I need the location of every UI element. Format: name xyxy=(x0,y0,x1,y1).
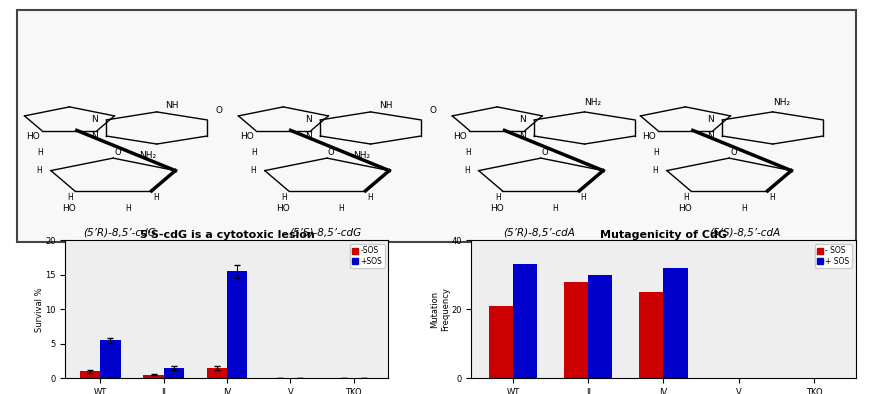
Legend: - SOS, + SOS: - SOS, + SOS xyxy=(815,244,852,268)
Text: H: H xyxy=(67,193,73,202)
Text: HO: HO xyxy=(491,204,504,213)
Bar xyxy=(588,275,612,378)
Title: Mutagenicity of CdG: Mutagenicity of CdG xyxy=(600,230,727,240)
Bar xyxy=(80,371,100,378)
Bar xyxy=(143,375,163,378)
Legend: -SOS, +SOS: -SOS, +SOS xyxy=(350,244,385,268)
Text: NH₂: NH₂ xyxy=(773,98,790,107)
Text: HO: HO xyxy=(26,132,39,141)
Text: O: O xyxy=(730,148,737,157)
Text: H: H xyxy=(153,193,159,202)
Text: NH₂: NH₂ xyxy=(585,98,601,107)
Text: H: H xyxy=(251,148,258,156)
Text: H: H xyxy=(251,166,256,175)
Text: N: N xyxy=(707,132,714,141)
Text: NH: NH xyxy=(379,100,393,110)
Text: H: H xyxy=(581,193,587,202)
Text: O: O xyxy=(328,148,334,157)
Bar xyxy=(100,340,120,378)
Text: H: H xyxy=(281,193,287,202)
Text: HO: HO xyxy=(454,132,467,141)
Text: HO: HO xyxy=(63,204,76,213)
Bar xyxy=(163,368,184,378)
Text: NH₂: NH₂ xyxy=(354,151,371,160)
Bar xyxy=(639,292,663,378)
Text: H: H xyxy=(37,166,42,175)
Text: H: H xyxy=(741,204,746,213)
Y-axis label: Survival %: Survival % xyxy=(35,287,44,332)
Text: O: O xyxy=(114,148,120,157)
Text: HO: HO xyxy=(277,204,290,213)
Text: N: N xyxy=(305,115,312,125)
Text: O: O xyxy=(216,106,223,115)
Text: H: H xyxy=(465,148,471,156)
Bar xyxy=(564,282,588,378)
Text: H: H xyxy=(339,204,345,213)
Text: H: H xyxy=(684,193,689,202)
Text: N: N xyxy=(91,132,98,141)
Text: H: H xyxy=(38,148,44,156)
Text: NH: NH xyxy=(165,100,179,110)
Text: N: N xyxy=(707,115,714,125)
Text: HO: HO xyxy=(642,132,656,141)
Text: (5’S)-8,5’-cdA: (5’S)-8,5’-cdA xyxy=(709,227,780,237)
Text: H: H xyxy=(769,193,774,202)
Text: N: N xyxy=(91,115,98,125)
Bar xyxy=(663,268,688,378)
Text: H: H xyxy=(654,148,659,156)
Text: (5’R)-8,5’-cdA: (5’R)-8,5’-cdA xyxy=(503,227,575,237)
Text: O: O xyxy=(430,106,436,115)
Text: H: H xyxy=(495,193,501,202)
Bar xyxy=(489,306,512,378)
Bar xyxy=(227,271,247,378)
Text: H: H xyxy=(652,166,658,175)
Text: (5’R)-8,5’-cdG: (5’R)-8,5’-cdG xyxy=(84,227,156,237)
Text: H: H xyxy=(464,166,470,175)
Y-axis label: Mutation
Frequency: Mutation Frequency xyxy=(430,287,450,331)
Text: (5’S)-8,5’-cdG: (5’S)-8,5’-cdG xyxy=(289,227,361,237)
FancyBboxPatch shape xyxy=(17,10,856,242)
Text: O: O xyxy=(542,148,548,157)
Text: HO: HO xyxy=(678,204,692,213)
Bar xyxy=(512,264,537,378)
Text: N: N xyxy=(305,132,312,141)
Text: H: H xyxy=(125,204,131,213)
Text: NH₂: NH₂ xyxy=(140,151,157,160)
Text: H: H xyxy=(367,193,373,202)
Text: H: H xyxy=(553,204,559,213)
Text: HO: HO xyxy=(240,132,253,141)
Bar xyxy=(207,368,227,378)
Text: N: N xyxy=(519,115,526,125)
Text: N: N xyxy=(519,132,526,141)
Title: 5'S-cdG is a cytotoxic lesion: 5'S-cdG is a cytotoxic lesion xyxy=(140,230,314,240)
